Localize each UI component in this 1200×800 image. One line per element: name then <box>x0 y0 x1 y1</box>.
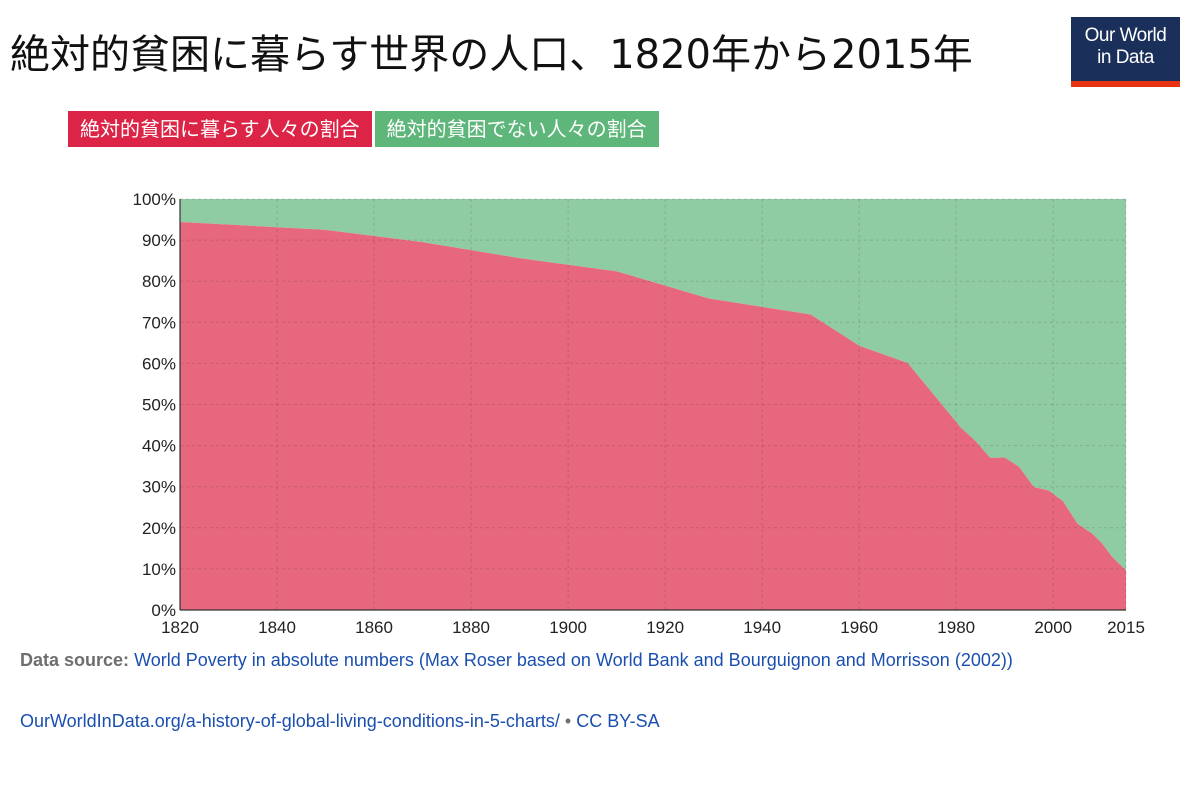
x-tick-label: 1960 <box>840 618 878 637</box>
chart-axes <box>179 199 1126 611</box>
data-source-link[interactable]: World Poverty in absolute numbers (Max R… <box>134 650 1013 670</box>
y-tick-label: 0% <box>151 601 176 620</box>
y-tick-label: 30% <box>142 478 176 497</box>
y-tick-label: 40% <box>142 437 176 456</box>
chart-areas <box>180 199 1126 611</box>
data-source: Data source: World Poverty in absolute n… <box>20 649 1180 672</box>
license-link[interactable]: CC BY-SA <box>576 711 660 731</box>
x-axis-tick-labels: 1820 1840 1860 1880 1900 1920 1940 1960 1980 2000… <box>161 618 1145 637</box>
footer-links: OurWorldInData.org/a-history-of-global-l… <box>20 710 1180 733</box>
legend: 絶対的貧困に暮らす人々の割合 絶対的貧困でない人々の割合 <box>68 111 659 147</box>
x-tick-label: 1820 <box>161 618 199 637</box>
article-url-link[interactable]: OurWorldInData.org/a-history-of-global-l… <box>20 711 560 731</box>
chart-gridlines <box>180 198 1127 610</box>
logo-line-2: in Data <box>1097 47 1154 68</box>
x-tick-label: 1840 <box>258 618 296 637</box>
x-tick-label: 1940 <box>743 618 781 637</box>
y-tick-label: 50% <box>142 396 176 415</box>
y-tick-label: 100% <box>133 190 176 209</box>
x-tick-label: 1880 <box>452 618 490 637</box>
y-tick-label: 80% <box>142 272 176 291</box>
y-tick-label: 20% <box>142 519 176 538</box>
y-tick-label: 10% <box>142 560 176 579</box>
legend-item-not-poverty[interactable]: 絶対的貧困でない人々の割合 <box>374 111 659 147</box>
chart-title: 絶対的貧困に暮らす世界の人口、1820年から2015年 <box>10 32 973 78</box>
logo-accent-bar <box>1071 81 1180 87</box>
legend-item-poverty[interactable]: 絶対的貧困に暮らす人々の割合 <box>68 111 372 147</box>
data-source-label: Data source: <box>20 650 130 670</box>
area-poverty[interactable] <box>180 222 1126 611</box>
x-tick-label: 2015 <box>1107 618 1145 637</box>
y-tick-label: 60% <box>142 354 176 373</box>
x-tick-label: 1920 <box>646 618 684 637</box>
y-axis-tick-labels: 0% 10% 20% 30% 40% 50% 60% 70% 80% 90% 100% <box>133 190 176 620</box>
area-not-poverty[interactable] <box>180 199 1126 571</box>
x-tick-label: 1860 <box>355 618 393 637</box>
x-tick-label: 2000 <box>1034 618 1072 637</box>
footer-separator: • <box>564 711 572 731</box>
y-tick-label: 70% <box>142 313 176 332</box>
owid-logo[interactable]: Our World in Data <box>1071 17 1180 87</box>
logo-line-1: Our World <box>1084 25 1167 46</box>
y-tick-label: 90% <box>142 231 176 250</box>
x-tick-label: 1900 <box>549 618 587 637</box>
x-tick-label: 1980 <box>937 618 975 637</box>
stacked-area-chart: 0%10%20%30%40%50%60%70%80%90%100% 1820 18… <box>133 190 1145 637</box>
